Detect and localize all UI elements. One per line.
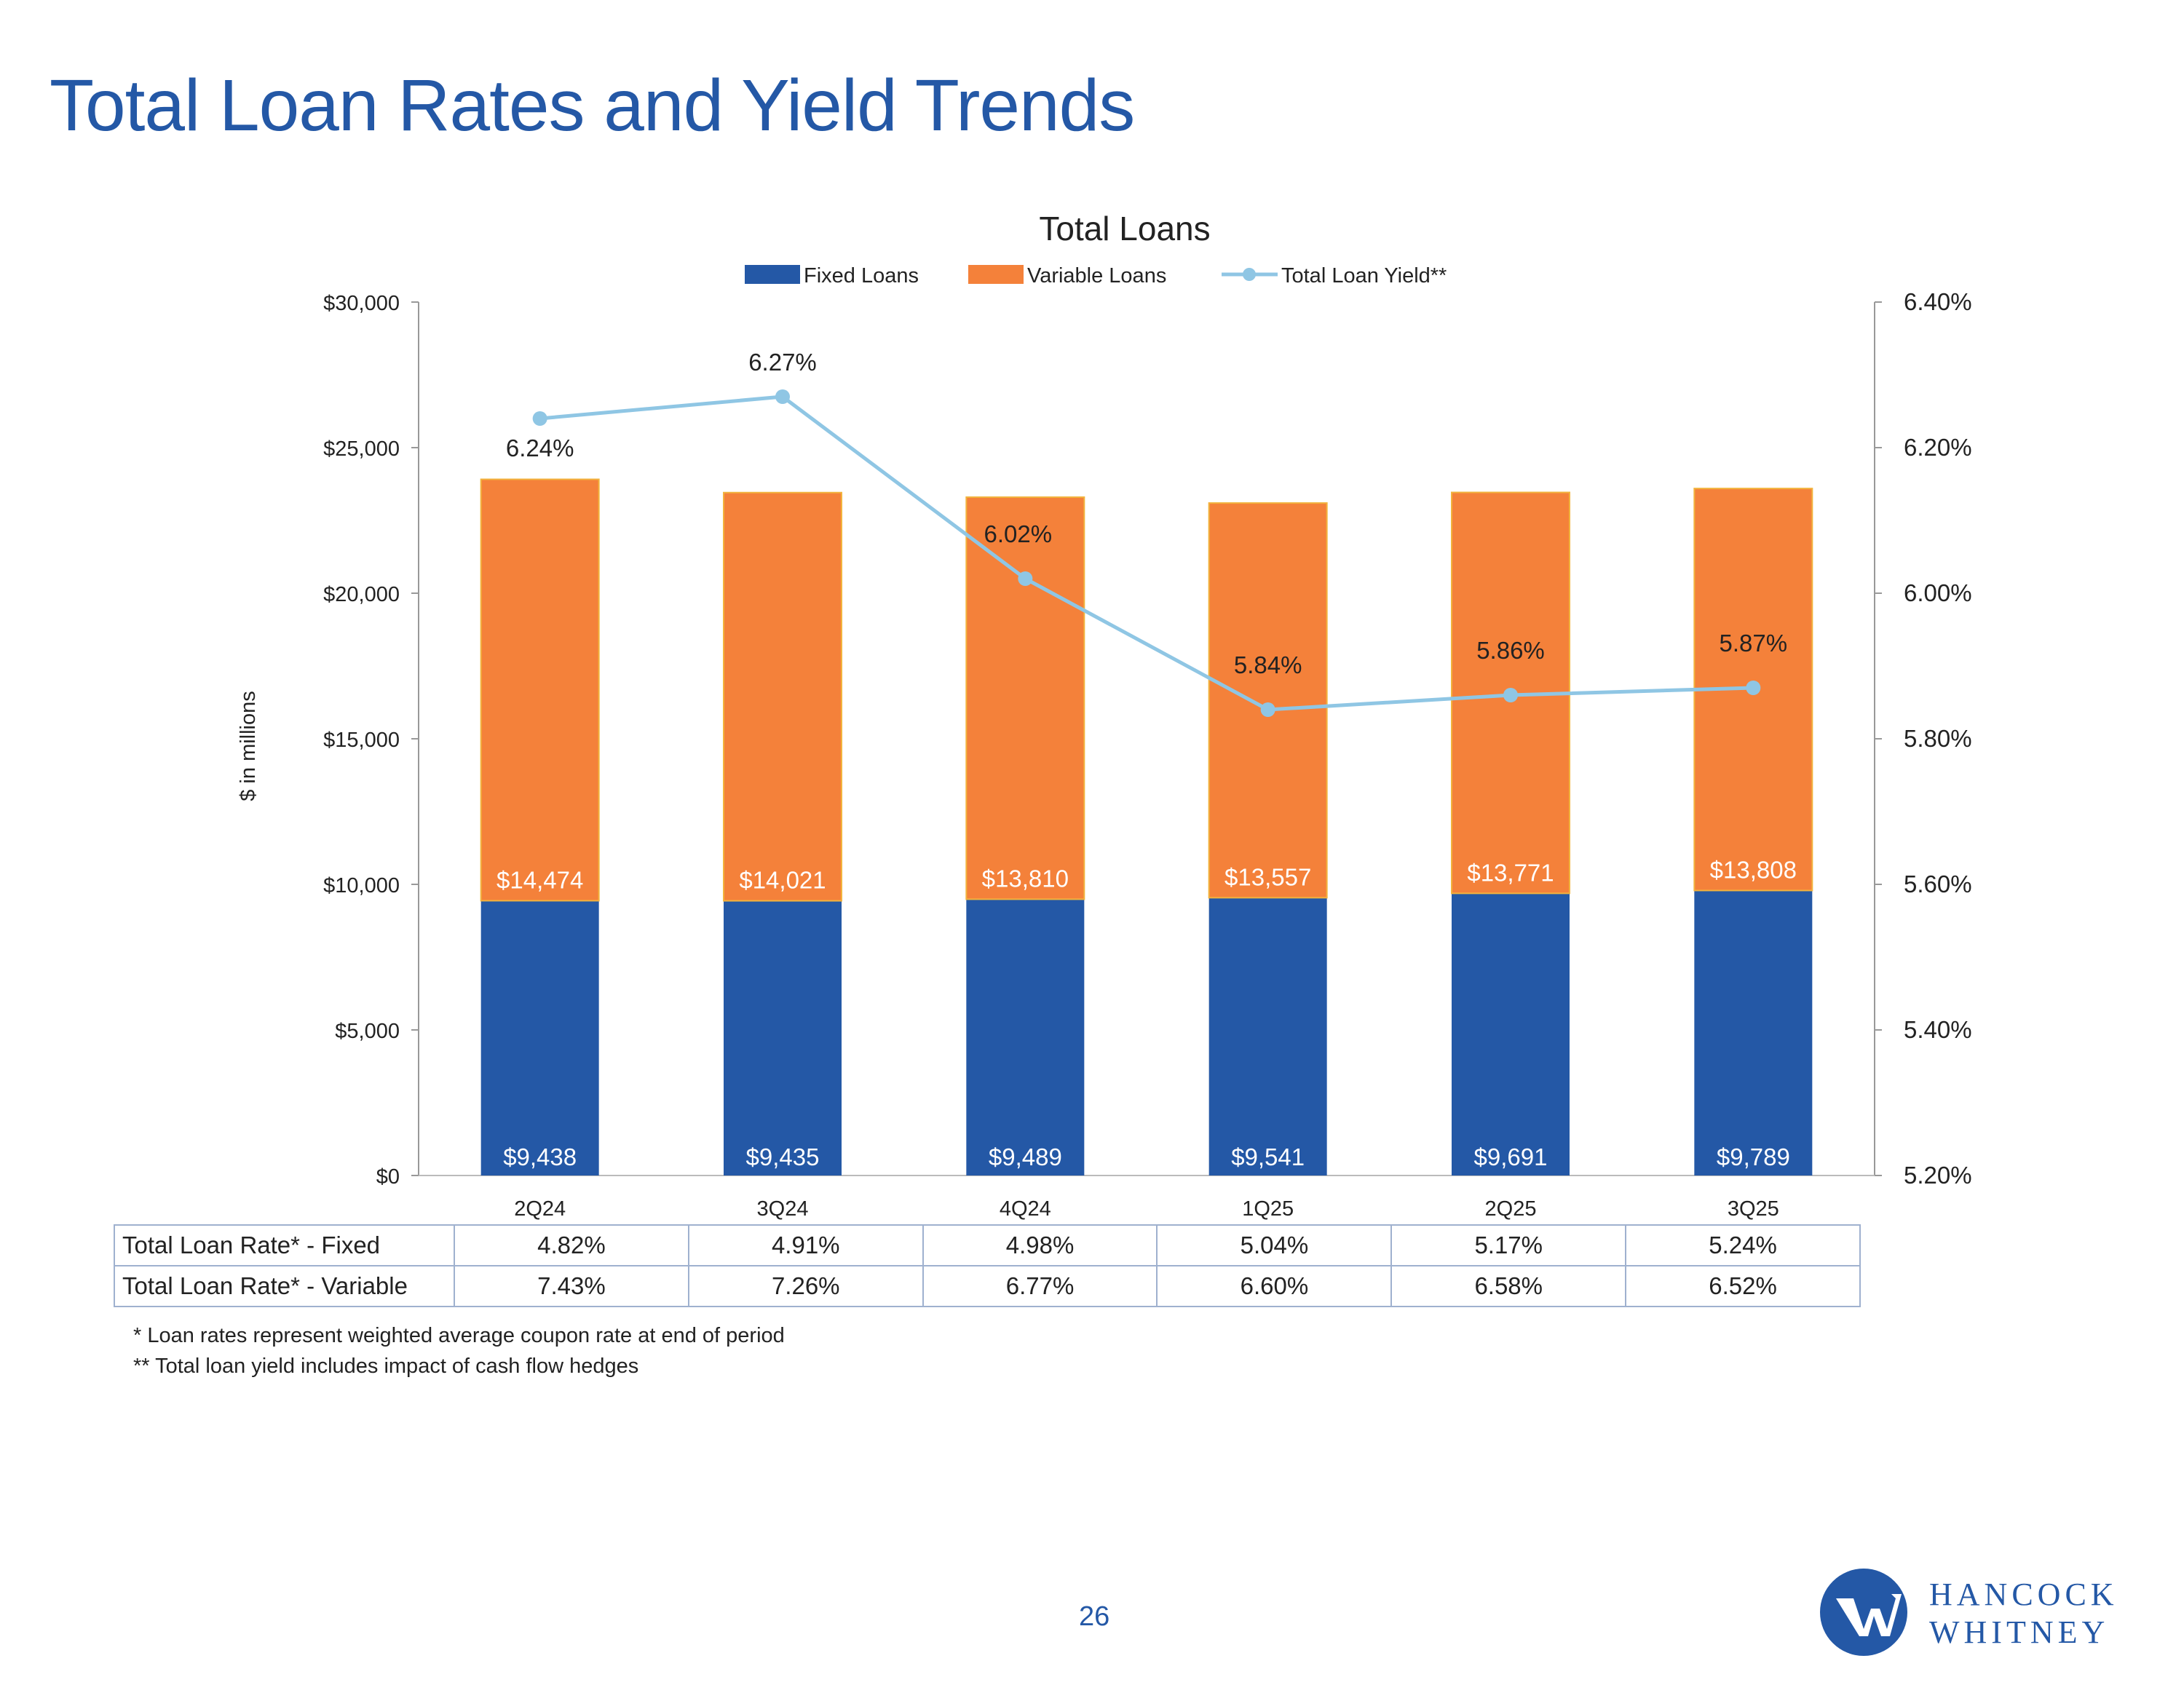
bar-fixed-loans	[1694, 890, 1813, 1175]
legend-swatch-fixed-loans	[745, 265, 800, 284]
chart-title: Total Loans	[1039, 210, 1210, 247]
y-tick-label-right: 5.40%	[1904, 1016, 1972, 1043]
bar-variable-loans	[723, 491, 842, 902]
data-label-total-loan-yield: 6.27%	[748, 349, 817, 376]
page-title: Total Loan Rates and Yield Trends	[50, 65, 1135, 146]
y-tick-label-left: $15,000	[323, 729, 400, 752]
footnote-loan-yield: ** Total loan yield includes impact of c…	[133, 1355, 639, 1378]
bar-fixed-loans	[1452, 893, 1570, 1175]
line-total-loan-yield	[539, 395, 1754, 712]
x-tick-label: 3Q25	[1728, 1197, 1779, 1221]
legend-swatch-variable-loans	[968, 265, 1024, 284]
bar-fixed-loans	[966, 899, 1085, 1175]
data-label-total-loan-yield: 6.02%	[984, 520, 1053, 547]
table-cell: 4.82%	[454, 1224, 689, 1266]
table-row-label: Total Loan Rate* - Fixed	[114, 1224, 455, 1266]
y-tick-label-left: $0	[376, 1165, 400, 1189]
y-tick-label-left: $20,000	[323, 583, 400, 606]
data-label-fixed-loans: $9,541	[1231, 1143, 1305, 1170]
bar-fixed-loans	[480, 900, 599, 1175]
bar-variable-loans	[1208, 502, 1328, 899]
data-label-total-loan-yield: 6.24%	[506, 435, 574, 461]
table-row-label: Total Loan Rate* - Variable	[114, 1265, 455, 1307]
data-label-variable-loans: $13,810	[982, 865, 1069, 892]
bar-variable-loans	[965, 496, 1085, 900]
data-label-total-loan-yield: 5.87%	[1720, 630, 1788, 657]
data-label-fixed-loans: $9,438	[503, 1143, 577, 1170]
data-label-fixed-loans: $9,789	[1717, 1143, 1790, 1170]
loan-rates-table: Total Loan Rate* - Fixed 4.82% 4.91% 4.98% 5…	[114, 1224, 1861, 1307]
legend-label-variable-loans: Variable Loans	[1027, 264, 1166, 288]
table-cell: 6.77%	[922, 1265, 1158, 1307]
point-total-loan-yield	[1503, 688, 1518, 702]
hancock-whitney-logo	[1820, 1569, 1907, 1656]
y-tick-label-right: 5.20%	[1904, 1162, 1972, 1189]
y-tick-label-right: 6.40%	[1904, 288, 1972, 315]
footnote-loan-rates: * Loan rates represent weighted average …	[133, 1324, 785, 1347]
y-tick-label-right: 5.60%	[1904, 871, 1972, 897]
bar-fixed-loans	[1208, 897, 1327, 1175]
point-total-loan-yield	[1746, 681, 1761, 695]
y-axis-left-label: $ in millions	[237, 691, 260, 801]
table-cell: 4.98%	[922, 1224, 1158, 1266]
data-label-fixed-loans: $9,489	[989, 1143, 1062, 1170]
table-cell: 7.43%	[454, 1265, 689, 1307]
y-tick-label-right: 6.20%	[1904, 434, 1972, 461]
x-tick-label: 2Q24	[514, 1197, 566, 1221]
point-total-loan-yield	[1260, 702, 1275, 717]
bar-variable-loans	[480, 478, 600, 902]
bar-fixed-loans	[724, 900, 842, 1175]
logo-wordmark: HANCOCK WHITNEY	[1929, 1576, 2118, 1652]
table-cell: 5.04%	[1156, 1224, 1393, 1266]
table-cell: 6.58%	[1390, 1265, 1627, 1307]
legend-label-fixed-loans: Fixed Loans	[804, 264, 919, 288]
data-label-variable-loans: $14,021	[739, 867, 826, 894]
legend-label-total-loan-yield: Total Loan Yield**	[1281, 264, 1447, 288]
page-number: 26	[1079, 1601, 1110, 1632]
y-tick-label-right: 6.00%	[1904, 579, 1972, 606]
total-loans-chart: Total Loans Fixed Loans Variable Loans Tota…	[237, 210, 1972, 1221]
table-cell: 5.17%	[1390, 1224, 1627, 1266]
table-row: Total Loan Rate* - Fixed 4.82% 4.91% 4.98% 5…	[114, 1224, 1861, 1266]
table-cell: 6.60%	[1156, 1265, 1393, 1307]
table-cell: 5.24%	[1625, 1224, 1861, 1266]
table-cell: 6.52%	[1625, 1265, 1861, 1307]
legend-marker-total-loan-yield	[1243, 268, 1256, 281]
x-tick-label: 3Q24	[757, 1197, 809, 1221]
data-label-variable-loans: $13,808	[1710, 856, 1797, 883]
y-tick-label-left: $10,000	[323, 874, 400, 897]
data-label-variable-loans: $13,557	[1224, 863, 1311, 890]
point-total-loan-yield	[775, 389, 790, 404]
y-tick-label-left: $5,000	[335, 1020, 400, 1043]
data-label-fixed-loans: $9,691	[1474, 1143, 1548, 1170]
table-cell: 4.91%	[687, 1224, 924, 1266]
x-tick-label: 2Q25	[1485, 1197, 1537, 1221]
x-tick-label: 1Q25	[1242, 1197, 1294, 1221]
data-label-total-loan-yield: 5.84%	[1234, 651, 1302, 678]
y-tick-label-left: $30,000	[323, 292, 400, 315]
y-tick-label-left: $25,000	[323, 437, 400, 461]
data-label-fixed-loans: $9,435	[746, 1143, 820, 1170]
data-label-total-loan-yield: 5.86%	[1476, 637, 1545, 664]
point-total-loan-yield	[1018, 571, 1033, 586]
x-tick-label: 4Q24	[1000, 1197, 1051, 1221]
table-cell: 7.26%	[687, 1265, 924, 1307]
footnotes: * Loan rates represent weighted average …	[133, 1320, 785, 1381]
y-tick-label-right: 5.80%	[1904, 725, 1972, 752]
data-label-variable-loans: $14,474	[496, 866, 583, 893]
logo-line-hancock: HANCOCK	[1929, 1577, 2118, 1612]
logo-hw-mark-icon	[1836, 1594, 1902, 1636]
logo-line-whitney: WHITNEY	[1929, 1614, 2110, 1650]
point-total-loan-yield	[532, 411, 547, 426]
data-label-variable-loans: $13,771	[1467, 859, 1554, 886]
table-row: Total Loan Rate* - Variable 7.43% 7.26% 6.7…	[114, 1265, 1861, 1307]
